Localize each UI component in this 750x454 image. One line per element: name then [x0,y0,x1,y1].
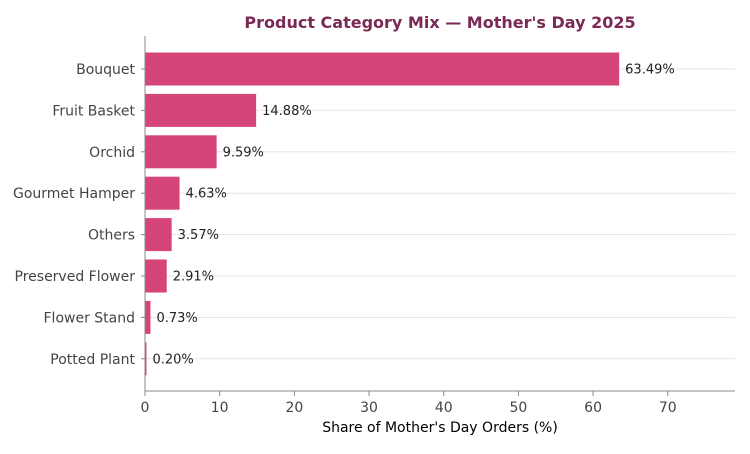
bar [145,218,172,252]
bar [145,52,620,86]
category-label: Potted Plant [50,352,135,368]
x-tick-label: 30 [360,400,378,416]
bar [145,300,151,334]
value-label: 0.73% [156,311,197,326]
bar [145,259,167,293]
x-tick-label: 60 [584,400,602,416]
x-tick-label: 50 [510,400,528,416]
x-tick-label: 70 [659,400,677,416]
value-label: 3.57% [178,228,219,243]
category-label: Bouquet [76,62,135,78]
value-label: 9.59% [223,145,264,160]
category-label: Gourmet Hamper [13,186,135,202]
value-label: 0.20% [152,352,193,367]
category-label: Orchid [89,145,135,161]
x-tick-label: 10 [211,400,229,416]
bar [145,93,257,127]
value-label: 4.63% [186,187,227,202]
axes: Bouquet Fruit Basket Orchid Gourmet Hamper O… [13,36,735,416]
value-label: 2.91% [173,270,214,285]
bar [145,342,147,376]
bars: 63.49% 14.88% 9.59% 4.63% 3.57% 2.91% 0.73% 0.2… [145,52,675,376]
bar [145,135,217,169]
category-label: Flower Stand [44,310,136,326]
x-tick-label: 0 [141,400,150,416]
category-label: Fruit Basket [52,103,135,119]
x-tick-label: 20 [285,400,303,416]
category-label: Preserved Flower [15,269,136,285]
value-label: 14.88% [262,104,312,119]
category-label: Others [88,228,135,244]
value-label: 63.49% [625,63,675,78]
bar [145,176,180,210]
x-tick-label: 40 [435,400,453,416]
chart-title: Product Category Mix — Mother's Day 2025 [244,13,635,32]
x-axis-title: Share of Mother's Day Orders (%) [322,420,558,436]
